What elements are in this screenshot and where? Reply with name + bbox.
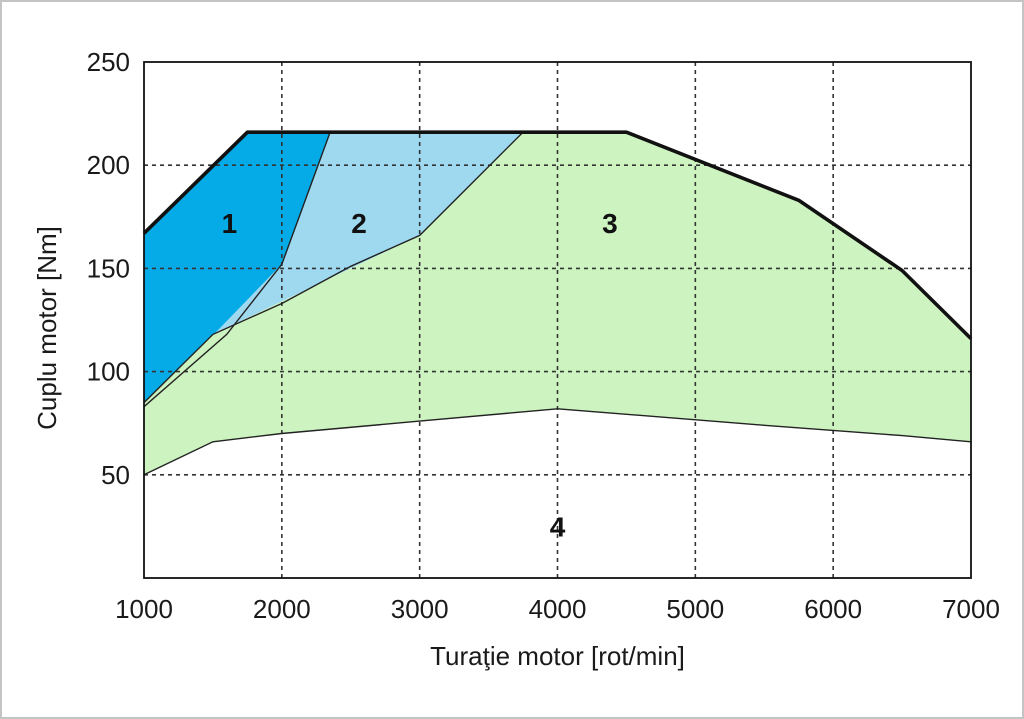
region-2-area xyxy=(144,132,523,407)
x-tick-label-6000: 6000 xyxy=(804,594,862,624)
x-tick-label-7000: 7000 xyxy=(942,594,1000,624)
boundary-lines-layer xyxy=(142,130,973,476)
y-tick-label-50: 50 xyxy=(101,460,130,490)
y-axis-label: Cuplu motor [Nm] xyxy=(32,226,62,430)
region-label-1: 1 xyxy=(222,208,238,239)
x-tick-label-4000: 4000 xyxy=(529,594,587,624)
region-label-2: 2 xyxy=(351,208,367,239)
y-tick-label-150: 150 xyxy=(87,253,130,283)
region-4-area xyxy=(144,408,971,578)
tick-labels-layer: 1000 2000 3000 4000 5000 6000 7000 50 100 150 200 2… xyxy=(87,47,1000,624)
x-axis-label: Turaţie motor [rot/min] xyxy=(430,641,685,671)
region-1-area xyxy=(144,132,331,407)
x-tick-label-5000: 5000 xyxy=(666,594,724,624)
region-label-4: 4 xyxy=(550,511,566,542)
y-tick-label-200: 200 xyxy=(87,150,130,180)
x-tick-label-2000: 2000 xyxy=(253,594,311,624)
axes-layer xyxy=(143,61,972,579)
region-labels-layer: 1 2 3 4 xyxy=(222,208,618,542)
x-tick-label-3000: 3000 xyxy=(391,594,449,624)
y-tick-label-100: 100 xyxy=(87,357,130,387)
y-tick-label-250: 250 xyxy=(87,47,130,77)
max-torque-curve xyxy=(142,130,973,340)
grid-layer xyxy=(144,62,971,578)
boundary-line-2 xyxy=(143,131,524,404)
region-label-3: 3 xyxy=(602,208,618,239)
boundary-line-1 xyxy=(143,408,972,476)
boundary-line-3 xyxy=(143,131,331,408)
x-tick-label-1000: 1000 xyxy=(115,594,173,624)
plot-border xyxy=(143,61,972,579)
